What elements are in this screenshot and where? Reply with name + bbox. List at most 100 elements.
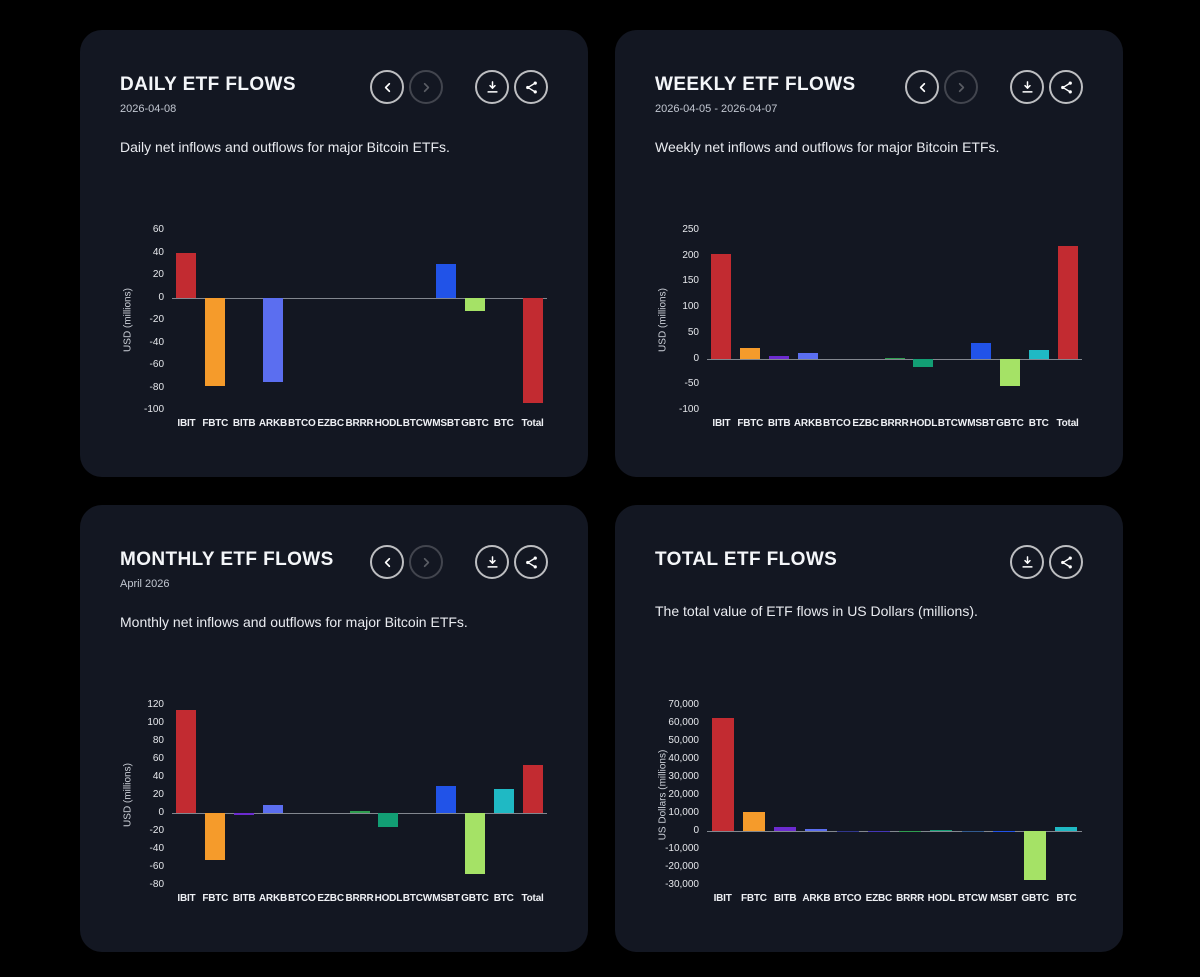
y-tick-label: 100 [147,717,164,728]
card-description: Monthly net inflows and outflows for maj… [120,614,468,630]
chevron-right-icon [958,82,964,92]
x-tick-label: GBTC [996,418,1024,429]
x-tick-label: ARKB [802,893,831,904]
x-tick-label: FBTC [740,893,767,904]
y-tick-label: 150 [682,275,699,287]
zero-baseline [172,813,547,814]
total-etf-flows-card: TOTAL ETF FLOWS The total value of ETF f… [615,505,1123,952]
bar-btcw [961,830,984,832]
y-tick-label: 0 [693,825,699,836]
share-button[interactable] [1049,70,1083,104]
weekly-etf-flows-card: WEEKLY ETF FLOWS 2026-04-05 - 2026-04-07 [615,30,1123,477]
x-tick-label: BTCO [288,893,316,904]
bar-total [1057,246,1078,359]
x-tick-label: BRRR [345,893,374,904]
card-buttons [1010,545,1083,579]
card-description: Daily net inflows and outflows for major… [120,139,450,155]
y-tick-label: -100 [678,404,699,415]
y-tick-label: 20,000 [668,789,699,800]
x-tick-label: MSBT [432,418,460,429]
y-tick-label: 40 [152,246,164,258]
y-tick-label: -20,000 [665,861,699,872]
download-button[interactable] [475,70,509,104]
x-tick-label: EZBC [852,418,879,429]
download-button[interactable] [475,545,509,579]
y-tick-label: 30,000 [668,771,699,782]
bar-gbtc [1024,831,1047,880]
download-button[interactable] [1010,545,1044,579]
plot-area [172,705,547,885]
y-tick-label: 50 [687,326,699,338]
x-tick-label: HODL [374,893,403,904]
x-tick-label: BITB [232,893,256,904]
bar-total [522,297,543,404]
x-tick-label: GBTC [461,893,489,904]
bar-hodl [930,829,953,831]
x-tick-label: BTC [1028,418,1049,429]
card-header: DAILY ETF FLOWS 2026-04-08 [120,70,548,115]
card-subtitle: 2026-04-05 - 2026-04-07 [655,103,778,115]
prev-button[interactable] [370,545,404,579]
bar-btc [1055,827,1078,831]
y-tick-label: -40 [149,843,164,854]
bar-fbtc [205,297,226,387]
x-tick-label: MSBT [967,418,995,429]
share-button[interactable] [514,70,548,104]
share-icon [1060,556,1072,568]
bar-ezbc [867,830,890,832]
download-button[interactable] [1010,70,1044,104]
card-titles: DAILY ETF FLOWS 2026-04-08 [120,74,296,115]
zero-baseline [172,297,547,299]
chevron-left-icon [384,82,390,92]
bar-fbtc [742,812,765,831]
bar-arkb [262,804,283,813]
bar-bitb [774,827,797,831]
card-buttons [370,545,548,579]
share-button[interactable] [514,545,548,579]
share-button[interactable] [1049,545,1083,579]
x-tick-label: EZBC [865,893,893,904]
card-header: WEEKLY ETF FLOWS 2026-04-05 - 2026-04-07 [655,70,1083,115]
y-tick-label: -80 [149,879,164,890]
card-title: DAILY ETF FLOWS [120,74,296,95]
bar-brrr [349,811,370,813]
x-tick-label: EZBC [317,418,344,429]
prev-button[interactable] [370,70,404,104]
y-tick-label: 60,000 [668,717,699,728]
x-tick-label: FBTC [202,893,229,904]
daily-etf-flows-card: DAILY ETF FLOWS 2026-04-08 Daily net [80,30,588,477]
x-tick-label: IBIT [177,893,196,904]
next-button[interactable] [409,70,443,104]
y-tick-label: -20 [149,314,164,325]
bar-gbtc [464,297,485,311]
next-button[interactable] [944,70,978,104]
bar-hodl [913,358,934,368]
x-tick-label: Total [521,893,544,904]
bar-arkb [262,297,283,382]
bar-ibit [711,254,732,359]
x-tick-label: ARKB [258,893,287,904]
card-titles: TOTAL ETF FLOWS [655,549,837,571]
y-tick-label: -40 [149,336,164,348]
x-tick-label: BTCW [402,418,432,429]
y-tick-label: 80 [152,735,164,746]
x-tick-label: BTCW [937,418,967,429]
card-subtitle: 2026-04-08 [120,103,177,115]
share-icon [525,556,537,568]
y-tick-label: -80 [149,381,164,393]
bar-total [522,765,543,813]
bar-msbt [971,343,992,359]
bar-msbt [436,786,457,813]
chevron-left-icon [384,557,390,567]
x-tick-label: BTCW [402,893,432,904]
card-title: MONTHLY ETF FLOWS [120,549,334,570]
monthly-flows-chart: USD (millions) 120 100 80 60 40 20 0 -20 -40 -60 -8… [120,699,548,935]
x-tick-label: BTCO [823,418,851,429]
card-subtitle: April 2026 [120,578,170,590]
download-icon [1021,555,1033,568]
y-tick-label: -20 [149,825,164,836]
next-button[interactable] [409,545,443,579]
chevron-right-icon [423,557,429,567]
x-tick-label: BTC [493,893,514,904]
prev-button[interactable] [905,70,939,104]
